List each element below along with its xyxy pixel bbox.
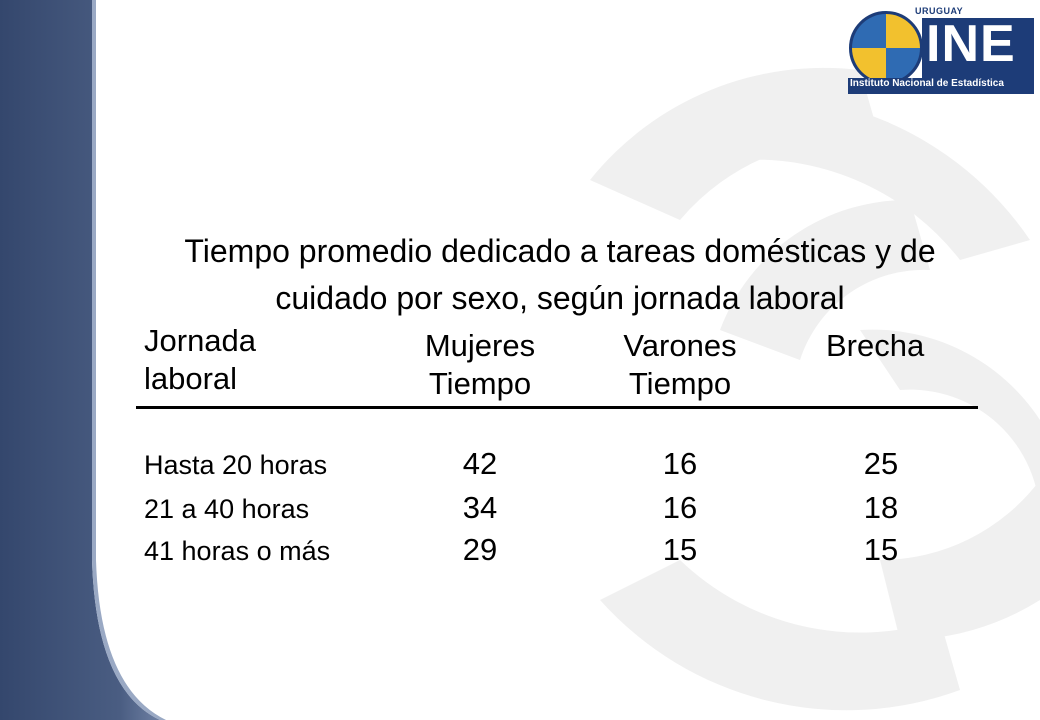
header-jornada-line2: laboral <box>144 361 238 396</box>
cell-mujeres: 34 <box>462 490 498 525</box>
cell-varones: 16 <box>662 490 698 525</box>
header-brecha: Brecha <box>826 328 925 363</box>
cell-mujeres: 29 <box>462 532 498 567</box>
row-label: 21 a 40 horas <box>144 494 310 524</box>
cell-brecha: 18 <box>863 490 899 525</box>
slide-title: Tiempo promedio dedicado a tareas domést… <box>120 228 1000 322</box>
header-mujeres: Mujeres Tiempo <box>418 327 542 403</box>
title-line-1: Tiempo promedio dedicado a tareas domést… <box>184 233 936 269</box>
header-mujeres-line2: Tiempo <box>428 366 532 401</box>
sidebar-band <box>0 0 160 720</box>
logo-caption: Instituto Nacional de Estadística <box>850 78 1004 89</box>
cell-varones: 15 <box>662 532 698 567</box>
logo-wordmark: INE <box>926 15 1016 73</box>
ine-logo <box>848 11 1034 94</box>
row-label: 41 horas o más <box>144 536 331 566</box>
cell-mujeres: 42 <box>462 446 498 481</box>
header-jornada: Jornada laboral <box>144 322 256 398</box>
header-varones-line2: Tiempo <box>628 366 732 401</box>
row-label: Hasta 20 horas <box>144 450 328 480</box>
cell-brecha: 15 <box>863 532 899 567</box>
header-rule <box>136 406 978 409</box>
cell-brecha: 25 <box>863 446 899 481</box>
header-varones: Varones Tiempo <box>614 327 746 403</box>
header-varones-line1: Varones <box>623 328 737 363</box>
watermark-swirl <box>590 67 1040 711</box>
cell-varones: 16 <box>662 446 698 481</box>
header-mujeres-line1: Mujeres <box>424 328 536 363</box>
header-jornada-line1: Jornada <box>144 323 257 358</box>
title-line-2: cuidado por sexo, según jornada laboral <box>275 280 845 316</box>
logo-country: URUGUAY <box>915 6 964 16</box>
